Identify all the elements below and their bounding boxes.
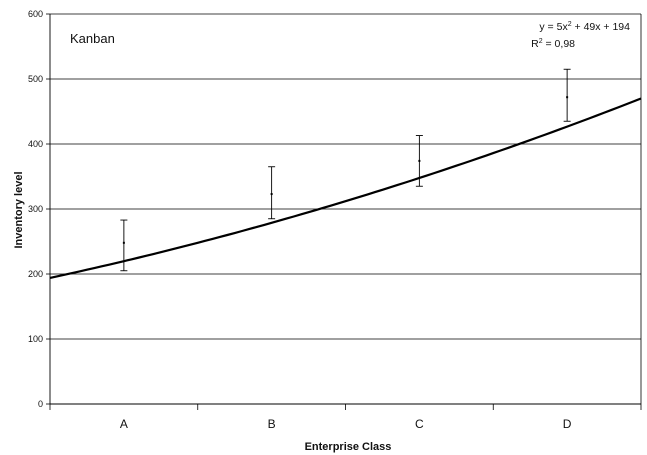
trendline: [49, 97, 642, 279]
data-point-B: [270, 193, 273, 196]
y-tick-label-200: 200: [28, 269, 43, 279]
equation-suffix: + 49x + 194: [572, 21, 631, 33]
r2-superscript: 2: [539, 38, 543, 45]
y-tick-label-100: 100: [28, 334, 43, 344]
equation-prefix: y = 5x: [539, 21, 568, 33]
data-point-D: [566, 96, 569, 99]
x-axis-title: Enterprise Class: [305, 441, 392, 453]
y-tick-label-600: 600: [28, 9, 43, 19]
data-point-C: [418, 159, 421, 162]
x-axis-ticks: A B C D: [49, 404, 642, 431]
y-axis-ticks: 0 100 200 300 400 500 600: [28, 9, 50, 409]
r2-suffix: = 0,98: [543, 38, 576, 50]
y-tick-label-500: 500: [28, 74, 43, 84]
x-tick-label-D: D: [563, 417, 572, 431]
gridlines: [50, 13, 641, 340]
y-tick-label-0: 0: [38, 399, 43, 409]
chart-title: Kanban: [70, 31, 115, 46]
r2-prefix: R: [531, 38, 539, 50]
data-point-A: [122, 241, 125, 244]
x-tick-label-C: C: [415, 417, 424, 431]
r-squared: R2 = 0,98: [531, 38, 575, 50]
y-axis-title: Inventory level: [13, 171, 25, 248]
y-tick-label-300: 300: [28, 204, 43, 214]
equation-superscript: 2: [568, 21, 572, 28]
x-tick-label-A: A: [120, 417, 128, 431]
y-tick-label-400: 400: [28, 139, 43, 149]
x-tick-label-B: B: [268, 417, 276, 431]
trendline-equation: y = 5x2 + 49x + 194: [539, 21, 630, 33]
error-bars: [120, 68, 571, 272]
